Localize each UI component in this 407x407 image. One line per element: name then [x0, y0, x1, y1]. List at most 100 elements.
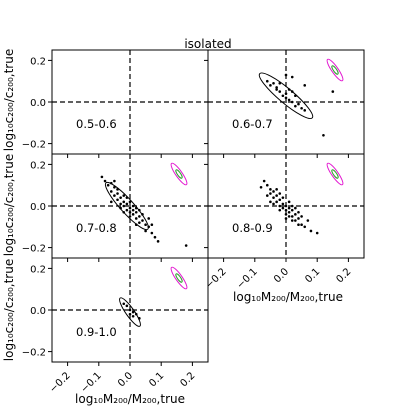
- data-point: [122, 200, 126, 204]
- data-point: [122, 302, 126, 306]
- data-point: [128, 210, 132, 214]
- y-tick-label: 0.0: [30, 202, 46, 213]
- data-point: [306, 219, 310, 222]
- data-point: [144, 229, 147, 233]
- x-tick-label: 0.0: [272, 266, 291, 285]
- y-axis-label-row-3: log₁₀c₂₀₀/c₂₀₀,true: [2, 259, 16, 361]
- data-point: [297, 223, 300, 227]
- data-point: [290, 219, 294, 222]
- data-point: [128, 206, 132, 210]
- data-point: [272, 196, 275, 199]
- data-point: [125, 304, 129, 308]
- reference-ellipse-inner: [331, 169, 339, 179]
- data-point: [269, 200, 272, 204]
- data-point: [290, 204, 294, 208]
- data-point: [272, 81, 275, 85]
- data-point: [281, 202, 285, 206]
- x-tick-label: 0.1: [147, 370, 166, 389]
- data-point: [128, 215, 132, 218]
- data-point: [125, 208, 129, 212]
- data-point: [281, 206, 285, 210]
- data-point: [284, 96, 288, 100]
- data-point: [184, 244, 188, 247]
- y-tick-label: 0.2: [30, 56, 46, 67]
- data-point: [131, 310, 135, 314]
- reference-ellipse-inner: [331, 65, 339, 75]
- data-point: [278, 208, 282, 212]
- y-axis-label-row-1: log₁₀c₂₀₀/c₂₀₀,true: [2, 49, 16, 151]
- data-point: [128, 200, 132, 204]
- data-point: [144, 223, 147, 227]
- data-point: [156, 240, 160, 243]
- data-point: [297, 102, 300, 106]
- data-point: [269, 84, 272, 87]
- data-point: [131, 208, 135, 212]
- x-tick-label: −0.2: [48, 370, 73, 395]
- confidence-ellipse: [258, 72, 314, 120]
- data-point: [128, 312, 132, 316]
- panel-3: −0.2 0.0 0.2 0.7-0.8: [22, 153, 209, 262]
- data-point: [278, 192, 282, 195]
- x-tick-label: 0.2: [178, 370, 197, 389]
- data-point: [315, 231, 319, 235]
- data-point: [278, 90, 282, 93]
- confidence-ellipse: [104, 181, 149, 231]
- data-point: [272, 202, 275, 206]
- panels: −0.2 0.0 0.2 0.5-0.6 0.6-0.7 −0.2 0.0 0.2 0.7-0.…: [22, 49, 365, 395]
- confidence-ellipse: [119, 297, 141, 327]
- data-point: [290, 100, 294, 104]
- data-point: [290, 208, 294, 212]
- data-point: [150, 223, 154, 227]
- x-tick-label: −0.1: [235, 266, 260, 291]
- data-point: [119, 196, 122, 199]
- x-axis-label-right: log₁₀M₂₀₀/M₂₀₀,true: [233, 290, 343, 304]
- panel-5: −0.20.00.2−0.2 −0.1 0.0 0.1 0.20.9-1.0: [22, 257, 209, 395]
- data-point: [284, 73, 288, 77]
- data-point: [284, 92, 288, 95]
- data-point: [297, 210, 300, 214]
- data-point: [134, 210, 138, 214]
- data-point: [290, 215, 294, 218]
- x-tick-label: 0.0: [116, 370, 135, 389]
- data-point: [294, 206, 297, 210]
- y-tick-label: 0.2: [30, 264, 46, 275]
- data-point: [138, 221, 141, 224]
- data-point: [100, 175, 104, 179]
- data-point: [150, 231, 154, 235]
- data-point: [287, 206, 291, 210]
- panel-label: 0.6-0.7: [232, 117, 273, 131]
- y-tick-label: −0.2: [22, 140, 46, 151]
- y-tick-label: 0.0: [30, 306, 46, 317]
- data-point: [275, 200, 278, 204]
- reference-ellipse-outer: [170, 162, 188, 186]
- x-tick-label: 0.1: [303, 266, 322, 285]
- data-point: [300, 223, 303, 227]
- data-point: [272, 190, 275, 193]
- y-tick-label: 0.0: [30, 98, 46, 109]
- data-point: [128, 308, 132, 312]
- reference-ellipse-outer: [170, 266, 188, 290]
- data-point: [147, 217, 151, 220]
- y-tick-label: −0.2: [22, 348, 46, 359]
- reference-ellipse-outer: [326, 58, 344, 82]
- data-point: [109, 200, 113, 204]
- data-point: [109, 190, 113, 193]
- data-point: [122, 194, 126, 197]
- reference-ellipse-inner: [175, 169, 183, 179]
- data-point: [275, 194, 278, 197]
- data-point: [116, 192, 119, 195]
- data-point: [287, 98, 291, 102]
- panel-4: −0.2 −0.1 0.0 0.1 0.20.8-0.9: [204, 153, 365, 291]
- data-point: [262, 179, 266, 183]
- data-point: [300, 215, 303, 218]
- data-point: [113, 179, 116, 183]
- data-point: [300, 106, 303, 110]
- data-point: [259, 185, 263, 189]
- data-point: [269, 188, 272, 191]
- data-point: [281, 196, 285, 199]
- data-point: [284, 217, 288, 220]
- data-point: [303, 225, 307, 229]
- panel-label: 0.7-0.8: [76, 221, 117, 235]
- data-point: [131, 314, 135, 318]
